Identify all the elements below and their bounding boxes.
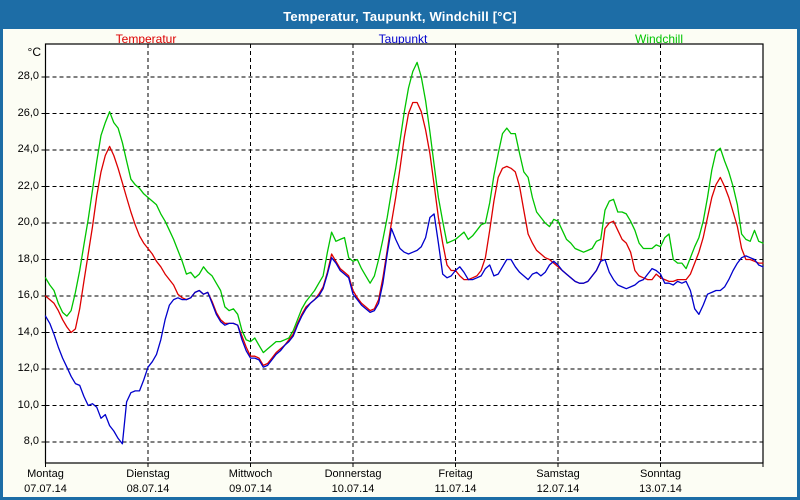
- day-name: Mittwoch: [228, 468, 273, 480]
- x-day-label: Sonntag 13.07.14: [614, 467, 708, 497]
- y-tick-label: 18,0: [17, 252, 39, 265]
- day-date: 12.07.14: [536, 483, 580, 495]
- day-date: 07.07.14: [24, 483, 67, 495]
- x-day-label: Dienstag 08.07.14: [101, 467, 195, 497]
- day-name: Montag: [27, 468, 64, 480]
- day-name: Sonntag: [640, 468, 681, 480]
- day-date: 10.07.14: [331, 483, 375, 495]
- day-name: Samstag: [536, 468, 580, 480]
- x-day-label: Freitag 11.07.14: [409, 467, 503, 497]
- series-line-taupunkt: [44, 213, 764, 445]
- y-tick-label: 10,0: [17, 398, 39, 411]
- series-line-windchill: [44, 61, 764, 354]
- y-tick-label: 8,0: [23, 435, 39, 447]
- y-tick-label: 16,0: [17, 289, 39, 301]
- day-date: 11.07.14: [434, 483, 477, 495]
- plot-border: [44, 43, 764, 464]
- y-tick-label: 26,0: [17, 106, 39, 119]
- legend-temperatur: Temperatur: [115, 32, 177, 46]
- title-bar: Temperatur, Taupunkt, Windchill [°C]: [3, 3, 797, 29]
- y-tick-label: 12,0: [17, 362, 39, 374]
- x-day-label: Mittwoch 09.07.14: [204, 467, 298, 497]
- y-tick-label: 28,0: [17, 70, 39, 82]
- day-name: Freitag: [438, 468, 473, 480]
- plot-background: [45, 44, 763, 463]
- y-tick-label: 14,0: [17, 325, 39, 338]
- day-name: Dienstag: [126, 468, 170, 480]
- y-axis-unit: °C: [27, 45, 41, 59]
- day-date: 08.07.14: [126, 483, 170, 495]
- x-day-label: Montag 07.07.14: [3, 467, 93, 497]
- x-day-label: Samstag 12.07.14: [511, 467, 605, 497]
- day-date: 09.07.14: [229, 483, 272, 495]
- y-tick-label: 20,0: [17, 216, 39, 228]
- legend-taupunkt: Taupunkt: [378, 32, 428, 46]
- series-line-temperatur: [44, 101, 764, 367]
- x-day-label: Donnerstag 10.07.14: [306, 467, 400, 497]
- legend-windchill: Windchill: [634, 32, 684, 46]
- day-date: 13.07.14: [639, 483, 682, 495]
- window-title: Temperatur, Taupunkt, Windchill [°C]: [283, 8, 517, 24]
- y-tick-label: 24,0: [17, 143, 39, 155]
- plot: [41, 43, 764, 467]
- y-tick-label: 22,0: [17, 179, 39, 192]
- day-name: Donnerstag: [324, 468, 382, 480]
